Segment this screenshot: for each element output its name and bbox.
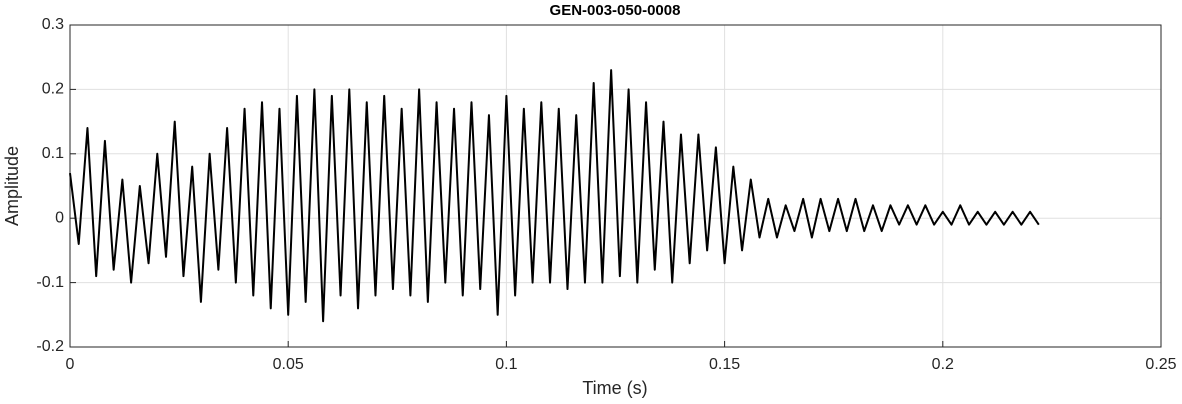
y-tick-label: 0.2 [42, 81, 64, 98]
x-tick-label: 0.2 [932, 356, 954, 373]
y-tick-label: 0.1 [42, 145, 64, 162]
y-axis-label: Amplitude [2, 146, 22, 226]
x-tick-label: 0.15 [709, 356, 740, 373]
y-tick-label: -0.2 [36, 338, 64, 355]
x-tick-label: 0 [66, 356, 75, 373]
plot-frame [69, 24, 1162, 348]
chart-title: GEN-003-050-0008 [550, 2, 681, 19]
y-tick-label: 0.3 [42, 16, 64, 33]
waveform-line [69, 69, 1040, 323]
x-tick-label: 0.25 [1145, 356, 1176, 373]
y-tick-label: 0 [55, 209, 64, 226]
x-axis-label: Time (s) [582, 378, 647, 398]
x-tick-label: 0.05 [273, 356, 304, 373]
x-tick-label: 0.1 [495, 356, 517, 373]
y-tick-label: -0.1 [36, 274, 64, 291]
